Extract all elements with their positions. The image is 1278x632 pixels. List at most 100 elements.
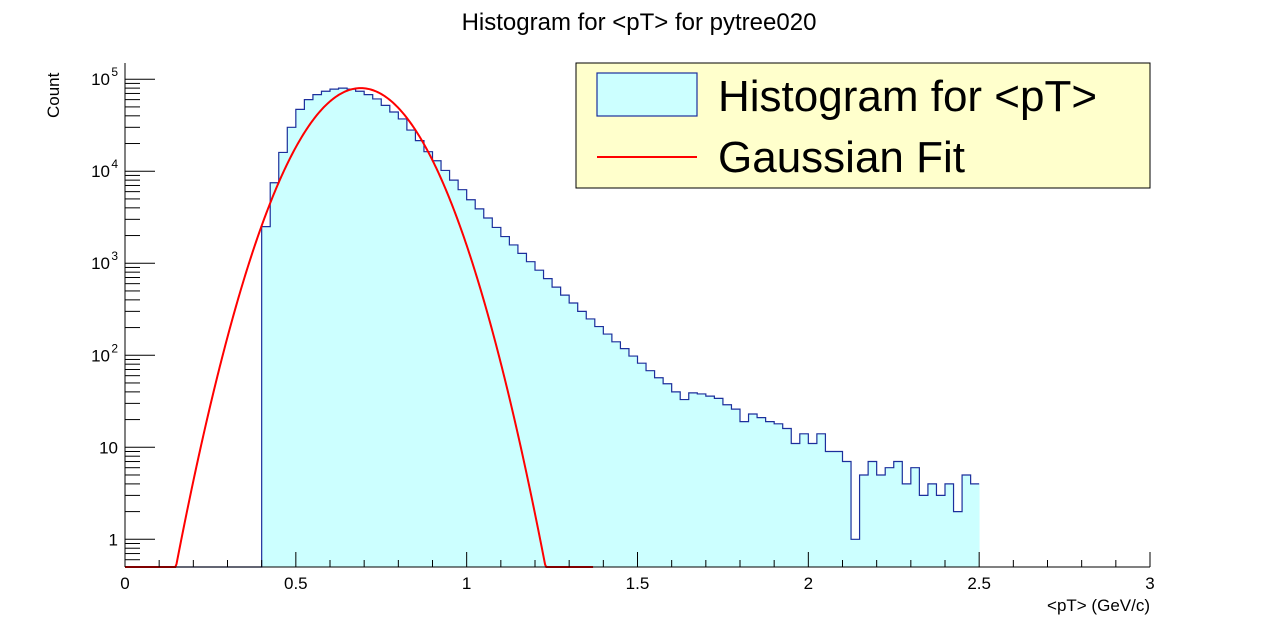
histogram-bar (697, 393, 707, 567)
histogram-bar (740, 421, 749, 567)
histogram-bar (945, 483, 954, 567)
gaussian-fit-curve (125, 87, 594, 568)
histogram-bar (962, 474, 972, 567)
y-axis-label: Count (44, 72, 63, 118)
histogram-bar (816, 433, 826, 567)
histogram-bar (321, 91, 331, 568)
x-tick-label: 2 (804, 574, 813, 593)
x-axis-label: <pT> (GeV/c) (1047, 596, 1150, 615)
histogram-bar (577, 311, 587, 567)
y-tick-exponent: 2 (111, 341, 118, 355)
histogram-bar (466, 199, 476, 568)
histogram-bar (791, 443, 801, 567)
histogram-bar (936, 495, 946, 567)
histogram-bar (492, 227, 502, 567)
histogram-bar (381, 105, 391, 567)
y-tick-exponent: 3 (111, 249, 118, 263)
histogram-bar (278, 152, 288, 567)
histogram-bar (927, 483, 937, 567)
histogram-bar (355, 91, 365, 568)
histogram-bar (441, 170, 450, 567)
histogram-bar (731, 409, 741, 567)
y-tick-exponent: 5 (111, 65, 118, 79)
histogram-bar (603, 334, 613, 567)
x-tick-label: 3 (1145, 574, 1154, 593)
legend-label-histogram: Histogram for <pT> (718, 72, 1097, 121)
y-tick-label: 1 (109, 530, 118, 549)
histogram-bar (586, 318, 596, 567)
histogram-bar (765, 421, 775, 567)
histogram-bar (663, 383, 673, 567)
histogram-bar (654, 377, 664, 567)
histogram-bar (902, 483, 912, 567)
histogram-bar (868, 461, 878, 567)
histogram-bar (338, 88, 348, 568)
legend: Histogram for <pT> Gaussian Fit (575, 62, 1151, 189)
histogram-bar (646, 370, 655, 567)
histogram-bar (774, 423, 784, 567)
histogram-bar (295, 109, 305, 567)
histogram-bar (423, 151, 433, 567)
histogram-bar (859, 474, 869, 567)
histogram-bar (389, 112, 399, 567)
histogram-bar (347, 89, 357, 567)
x-tick-label: 2.5 (967, 574, 991, 593)
legend-swatch-histogram (596, 72, 698, 117)
histogram-bar (415, 140, 425, 567)
chart-title: Histogram for <pT> for pytree020 (462, 9, 817, 36)
histogram-bar (910, 467, 920, 567)
histogram-bar (722, 404, 732, 567)
histogram-bar (714, 398, 724, 567)
histogram-bar (628, 356, 638, 567)
histogram-bar (680, 399, 690, 567)
histogram-bar (842, 461, 852, 567)
histogram-bar (543, 278, 553, 567)
histogram-bar (851, 539, 860, 567)
x-tick-label: 0.5 (284, 574, 308, 593)
histogram-bar (919, 495, 929, 567)
histogram-bar (261, 226, 271, 567)
histogram-bar (372, 98, 382, 568)
legend-label-gaussian: Gaussian Fit (718, 133, 965, 182)
y-tick-label: 10 (91, 254, 110, 273)
histogram-bar (594, 326, 604, 567)
histogram-bar (671, 391, 681, 567)
y-tick-label: 10 (99, 438, 118, 457)
histogram-bar (970, 483, 980, 567)
histogram-bar (893, 461, 903, 567)
histogram-bar (560, 295, 570, 567)
y-tick-exponent: 4 (111, 157, 118, 171)
y-tick-label: 10 (91, 70, 110, 89)
histogram-bar (569, 302, 579, 567)
histogram-bar (270, 182, 280, 567)
histogram-bar (458, 189, 468, 567)
histogram-bar (782, 428, 792, 567)
histogram-bar (620, 348, 630, 567)
histogram-bar (825, 451, 835, 567)
histogram-outline (125, 87, 980, 568)
histogram-bar (406, 130, 416, 567)
histogram-bar (475, 208, 485, 567)
histogram-bar (304, 99, 314, 568)
x-tick-label: 0 (120, 574, 129, 593)
histogram-bar (432, 160, 442, 568)
y-tick-label: 10 (91, 162, 110, 181)
histogram-bar (517, 253, 527, 567)
histogram-bar (748, 413, 758, 567)
histogram-bar (688, 392, 698, 567)
histogram-bar (483, 218, 493, 567)
histogram-bar (611, 341, 621, 567)
histogram-bar (885, 467, 895, 567)
histogram-bar (953, 511, 963, 567)
histogram-bar (287, 127, 297, 567)
histogram-bar (330, 89, 339, 567)
histogram-bar (808, 443, 818, 567)
histogram-bar (833, 451, 843, 567)
histogram-bar (449, 180, 459, 567)
histogram-bar (509, 244, 519, 567)
histogram-bar (312, 94, 322, 568)
y-tick-label: 10 (91, 346, 110, 365)
histogram-bar (705, 396, 715, 567)
histogram-bar (526, 261, 536, 567)
